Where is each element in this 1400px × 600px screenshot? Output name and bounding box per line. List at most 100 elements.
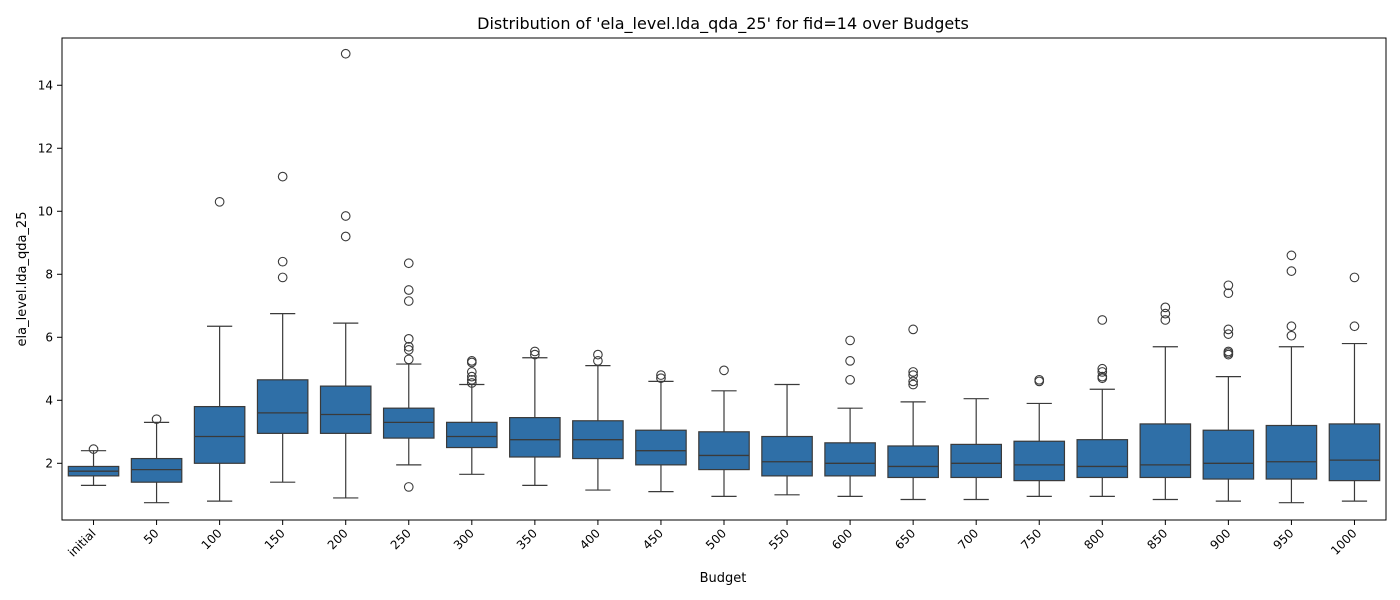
x-tick-label: initial [65, 526, 98, 559]
box [1202, 429, 1255, 480]
y-tick-label: 6 [45, 330, 53, 344]
y-tick-label: 14 [38, 78, 53, 92]
x-tick-label: 950 [1270, 526, 1296, 552]
outlier-point [719, 365, 729, 376]
x-axis-label: Budget [700, 571, 747, 586]
x-tick-label: 1000 [1328, 526, 1359, 557]
box [761, 435, 813, 477]
outlier-point [845, 335, 855, 346]
x-tick-label: 250 [388, 526, 414, 552]
x-tick-label: 50 [141, 526, 162, 547]
box [950, 443, 1003, 479]
outlier-point [1097, 315, 1108, 325]
x-tick-label: 500 [703, 526, 729, 552]
axes-frame [61, 37, 1387, 521]
outlier-point [1223, 288, 1234, 299]
outlier-point [908, 370, 918, 380]
outlier-point [403, 482, 414, 492]
x-tick-label: 400 [577, 526, 603, 552]
y-tick-label: 2 [45, 456, 53, 470]
outlier-point [845, 356, 855, 366]
outlier-point [340, 48, 351, 59]
x-tick-label: 750 [1018, 526, 1044, 552]
outlier-point [466, 378, 477, 388]
box [193, 405, 246, 464]
x-tick-label: 300 [451, 526, 477, 552]
box [445, 421, 498, 449]
y-tick-label: 10 [38, 204, 53, 218]
outlier-point [908, 376, 918, 387]
outlier-point [908, 367, 918, 377]
outlier-point [1349, 321, 1360, 332]
outlier-point [277, 272, 288, 283]
x-tick-label: 550 [766, 526, 792, 552]
outlier-point [908, 324, 918, 335]
chart-title: Distribution of 'ela_level.lda_qda_25' f… [477, 14, 969, 34]
outlier-point [466, 356, 477, 366]
outlier-point [1160, 308, 1171, 319]
outlier-point [403, 341, 414, 352]
box [319, 385, 372, 434]
outlier-point [403, 296, 414, 306]
y-tick-label: 4 [45, 393, 53, 407]
outlier-point [1097, 367, 1108, 377]
x-tick-label: 600 [829, 526, 855, 552]
x-tick-label: 450 [640, 526, 666, 552]
box [130, 457, 183, 483]
outlier-point [340, 231, 351, 242]
outlier-point [277, 256, 288, 267]
outlier-point [277, 171, 288, 182]
outlier-point [908, 379, 918, 390]
box [887, 445, 939, 479]
x-tick-label: 700 [955, 526, 981, 552]
x-tick-label: 800 [1081, 526, 1107, 552]
outlier-point [1286, 250, 1297, 261]
x-tick-label: 100 [199, 526, 225, 552]
y-axis-label: ela_level.lda_qda_25 [15, 212, 30, 347]
x-tick-label: 850 [1144, 526, 1170, 552]
box [1265, 424, 1318, 480]
outlier-point [403, 285, 414, 295]
outlier-point [593, 349, 603, 360]
x-tick-label: 200 [325, 526, 351, 552]
outlier-point [403, 258, 414, 269]
outlier-point [845, 374, 855, 385]
outlier-point [530, 346, 540, 357]
outlier-point [466, 367, 477, 377]
box [382, 407, 435, 439]
box [1076, 439, 1129, 479]
x-tick-label: 150 [262, 526, 288, 552]
outlier-point [1034, 374, 1045, 385]
x-tick-label: 650 [892, 526, 918, 552]
outlier-point [88, 444, 99, 454]
outlier-point [1097, 363, 1108, 374]
outlier-point [403, 345, 414, 355]
box [635, 429, 687, 466]
plot-area: 2 4 6 8 10 12 14 initial 50 100 150 200 250 300 350 400… [38, 37, 1387, 559]
outlier-point [1286, 266, 1297, 276]
outlier-point [1223, 346, 1234, 357]
y-tick-label: 8 [45, 267, 53, 281]
box [698, 431, 750, 471]
outlier-point [1286, 321, 1297, 332]
outlier-point [1286, 330, 1297, 341]
box [509, 417, 561, 458]
outlier-point [214, 196, 225, 207]
outlier-point [1223, 329, 1234, 339]
outlier-point [403, 354, 414, 365]
outlier-point [466, 374, 477, 385]
box [1013, 440, 1066, 482]
outlier-point [1349, 272, 1360, 283]
outlier-point [466, 371, 477, 382]
box [256, 379, 309, 434]
outlier-point [151, 414, 162, 425]
outlier-point [530, 349, 540, 360]
outlier-point [593, 356, 603, 366]
outlier-point [1160, 302, 1171, 313]
outlier-point [1097, 371, 1108, 382]
outlier-point [1223, 280, 1234, 291]
outlier-point [403, 334, 414, 344]
outlier-point [656, 370, 666, 380]
box [824, 442, 876, 477]
